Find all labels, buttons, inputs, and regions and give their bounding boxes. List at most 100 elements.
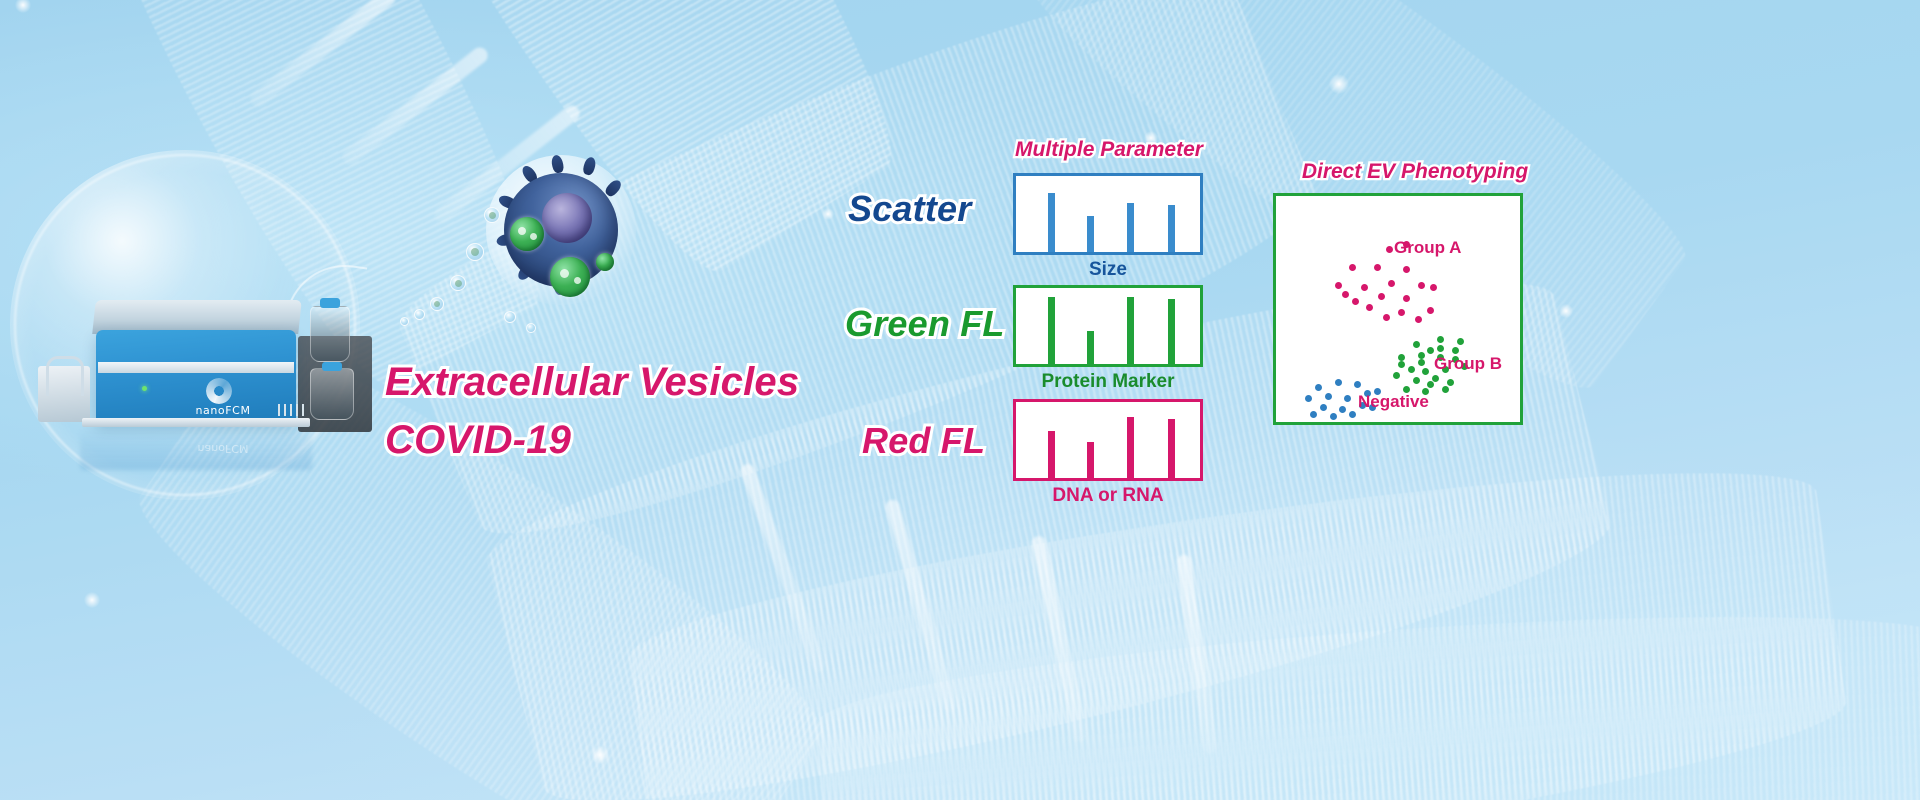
histogram-bar — [1167, 298, 1175, 364]
histogram-bar — [1127, 297, 1135, 364]
instrument-reflection-text: nanoFCM — [197, 442, 249, 455]
red-fl-histogram-panel: DNA or RNA — [1013, 399, 1203, 507]
instrument-chassis — [96, 330, 296, 422]
instrument-base-plate — [82, 418, 310, 427]
nucleus-icon — [542, 193, 592, 243]
scatter-point — [1354, 381, 1362, 389]
scatter-point — [1402, 295, 1410, 303]
green-labeled-ev-icon — [596, 253, 614, 271]
scatter-point — [1437, 354, 1445, 362]
scatter-point — [1402, 385, 1410, 393]
scatter-point — [1341, 290, 1349, 298]
scatter-point — [1388, 279, 1396, 287]
scatter-point — [1427, 306, 1435, 314]
scatter-point — [1461, 363, 1469, 371]
histogram-bar — [1086, 330, 1094, 364]
panel-stack-title: Multiple Parameter — [1013, 136, 1205, 164]
instrument-vent — [278, 404, 304, 416]
vesicle-core-icon — [434, 301, 440, 307]
scatter-point — [1378, 293, 1386, 301]
scatter-histogram-caption: Size — [1088, 259, 1128, 280]
green-fl-histogram-caption: Protein Marker — [1041, 371, 1175, 392]
scatter-point — [1429, 284, 1437, 292]
scatter-point — [1422, 367, 1430, 375]
ev-highlight-icon — [574, 277, 581, 284]
histogram-bar — [1086, 215, 1094, 252]
scatter-point — [1361, 284, 1369, 292]
scatter-point — [1402, 241, 1410, 249]
scatter-point — [1417, 351, 1425, 359]
scatter-point — [1412, 340, 1420, 348]
phenotyping-group-b-label: Group B — [1434, 354, 1502, 373]
direct-ev-phenotyping-panel: Direct EV Phenotyping Group A Group B Ne… — [1265, 158, 1565, 440]
extracellular-vesicle-icon — [400, 317, 409, 326]
scatter-point — [1398, 360, 1405, 368]
spiral-logo-icon — [206, 378, 232, 404]
extracellular-vesicle-icon — [526, 323, 536, 333]
ev-highlight-icon — [530, 233, 537, 240]
scatter-point — [1415, 315, 1423, 323]
multiple-parameter-panel-stack: Multiple Parameter Size Protein Marker D… — [1013, 136, 1205, 508]
channel-label-red-fl: Red FL — [859, 417, 988, 464]
bottle-upper-cap — [320, 298, 340, 308]
scatter-point — [1315, 383, 1323, 391]
scatter-point — [1363, 390, 1371, 398]
scatter-point — [1451, 356, 1459, 364]
scatter-point — [1324, 392, 1332, 400]
scatter-point — [1368, 403, 1376, 411]
scatter-point — [1427, 347, 1435, 355]
histogram-bar — [1086, 441, 1094, 478]
channel-label-scatter: Scatter — [845, 185, 974, 232]
scatter-histogram-plot — [1013, 173, 1203, 255]
scatter-point — [1310, 410, 1318, 418]
histogram-bar — [1047, 192, 1055, 252]
scatter-point — [1451, 347, 1459, 355]
red-fl-histogram-plot — [1013, 399, 1203, 481]
phenotyping-title: Direct EV Phenotyping — [1300, 158, 1531, 186]
scatter-point — [1366, 304, 1374, 312]
green-fl-histogram-panel: Protein Marker — [1013, 285, 1203, 393]
scatter-point — [1349, 410, 1357, 418]
green-labeled-ev-icon — [550, 257, 590, 297]
instrument-brand-text: nanoFCM — [195, 404, 251, 417]
ev-highlight-icon — [518, 227, 526, 235]
scatter-point — [1319, 403, 1327, 411]
histogram-bar — [1167, 204, 1175, 252]
green-fl-histogram-bars — [1016, 288, 1200, 364]
scatter-point — [1441, 365, 1449, 373]
instrument-nanofcm: nanoFCM nanoFCM — [10, 150, 400, 570]
channel-label-green-fl: Green FL — [842, 300, 1007, 347]
green-fl-histogram-plot — [1013, 285, 1203, 367]
scatter-point — [1329, 412, 1337, 420]
scatter-point — [1305, 394, 1313, 402]
scatter-point — [1432, 374, 1440, 382]
vesicle-core-icon — [455, 280, 462, 287]
histogram-bar — [1127, 417, 1135, 478]
histogram-bar — [1047, 430, 1055, 478]
scatter-point — [1417, 358, 1425, 366]
scatter-point — [1437, 345, 1445, 353]
histogram-bar — [1127, 203, 1135, 252]
bubble-rim-icon — [14, 154, 356, 496]
scatter-point — [1339, 406, 1347, 414]
scatter-histogram-bars — [1016, 176, 1200, 252]
scatter-point — [1351, 297, 1359, 305]
phenotyping-scatter-plot: Group A Group B Negative — [1273, 193, 1523, 425]
scatter-point — [1412, 376, 1420, 384]
scatter-point — [1385, 245, 1393, 253]
scatter-point — [1407, 365, 1415, 373]
scatter-point — [1456, 338, 1464, 346]
extracellular-vesicle-icon — [504, 311, 516, 323]
scatter-point — [1417, 281, 1425, 289]
page-title-extracellular-vesicles: Extracellular Vesicles — [382, 357, 802, 407]
power-led-indicator — [142, 386, 147, 391]
scatter-point — [1393, 372, 1401, 380]
vesicle-core-icon — [471, 248, 479, 256]
red-fl-histogram-bars — [1016, 402, 1200, 478]
scatter-point — [1437, 336, 1445, 344]
ev-highlight-icon — [560, 269, 569, 278]
red-fl-histogram-caption: DNA or RNA — [1052, 485, 1164, 506]
scatter-point — [1398, 354, 1405, 362]
histogram-bar — [1167, 418, 1175, 478]
